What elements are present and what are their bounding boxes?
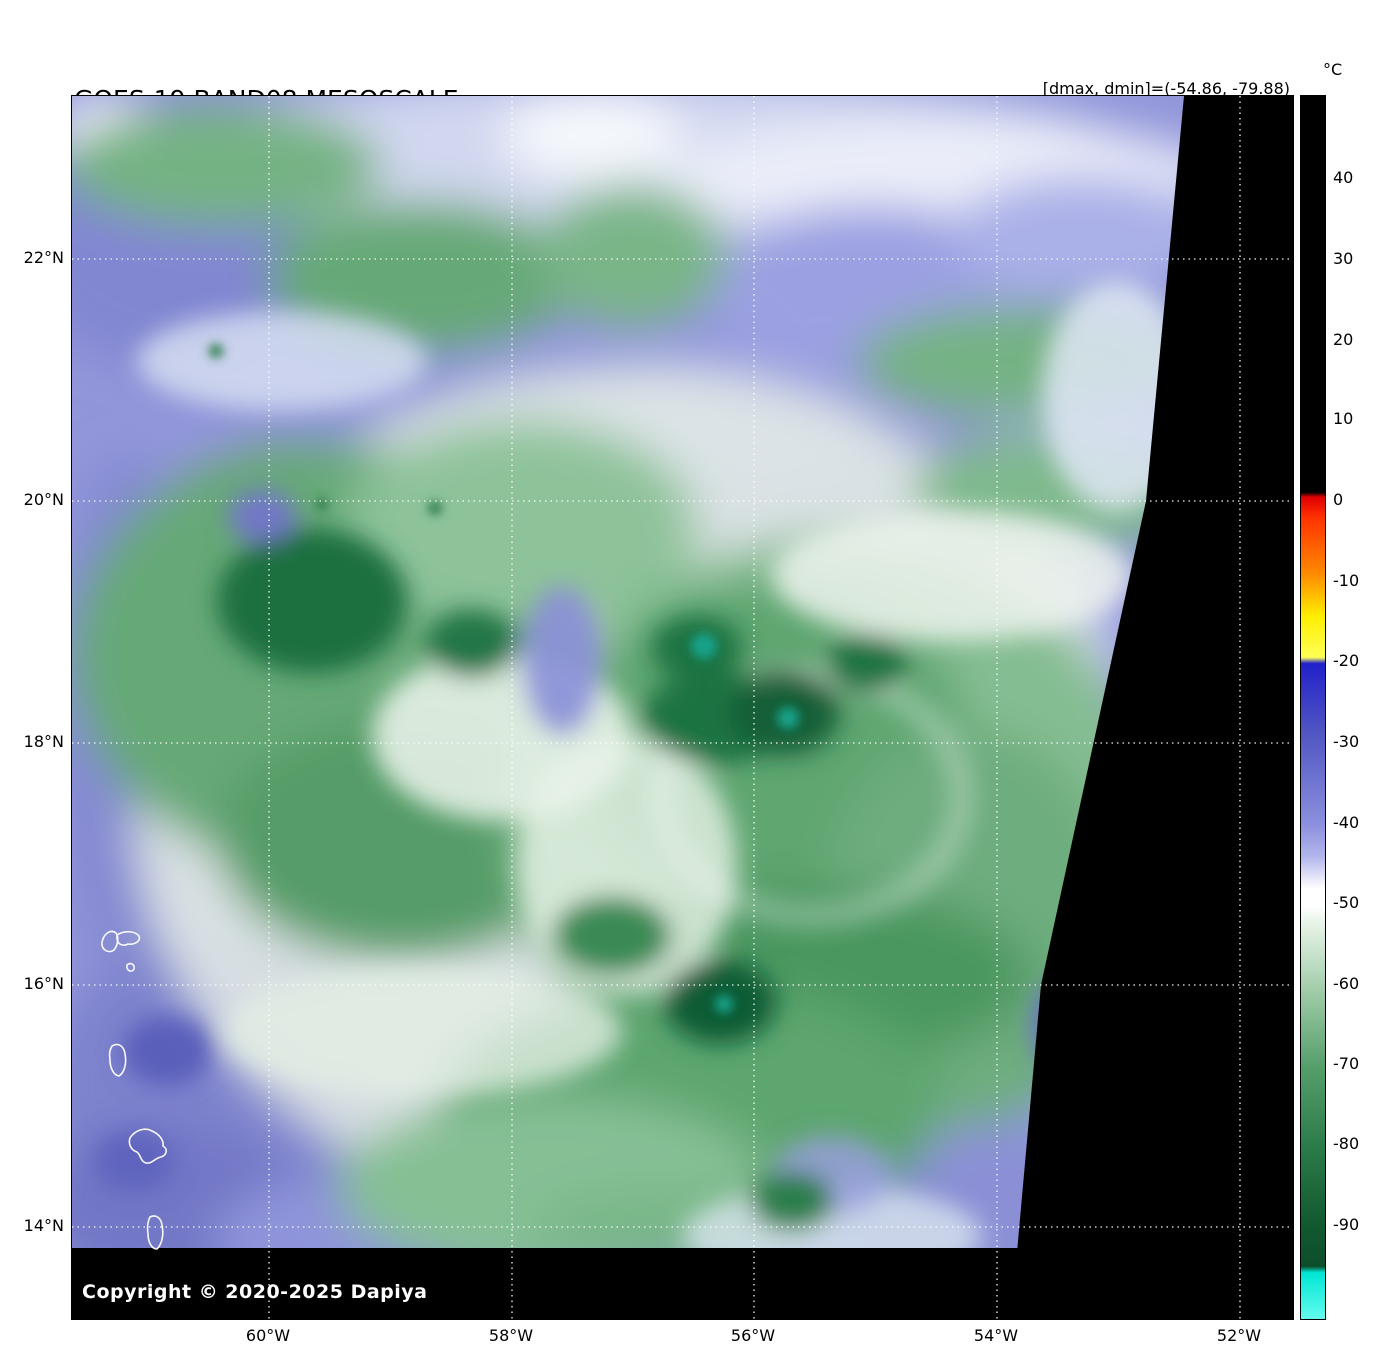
cbar-tick-10: 10	[1333, 409, 1354, 428]
lat-tick-14n: 14°N	[23, 1216, 64, 1235]
martinique	[128, 1128, 167, 1164]
st-lucia	[146, 1215, 164, 1250]
cbar-tick-m90: -90	[1333, 1215, 1360, 1234]
lon-tick-58w: 58°W	[488, 1326, 534, 1345]
lon-tick-54w: 54°W	[973, 1326, 1019, 1345]
lat-tick-20n: 20°N	[23, 490, 64, 509]
cbar-tick-m40: -40	[1333, 813, 1360, 832]
cbar-tick-m70: -70	[1333, 1054, 1360, 1073]
lat-tick-16n: 16°N	[23, 974, 64, 993]
coastlines	[101, 930, 167, 1250]
scan-edge-mask	[1011, 96, 1293, 1319]
marie-galante	[126, 962, 135, 972]
cbar-tick-m10: -10	[1333, 571, 1360, 590]
gridlines	[72, 96, 1293, 1319]
dominica	[108, 1043, 127, 1077]
map-area: Copyright © 2020-2025 Dapiya	[71, 95, 1294, 1320]
cbar-tick-m50: -50	[1333, 893, 1360, 912]
satellite-image	[72, 96, 1293, 1319]
dmax-dmin-label: [dmax, dmin]=(-54.86, -79.88)	[1042, 79, 1290, 98]
cbar-tick-40: 40	[1333, 168, 1354, 187]
bottom-mask	[72, 1248, 1293, 1319]
cbar-tick-m30: -30	[1333, 732, 1360, 751]
colorbar-unit-label: °C	[1323, 60, 1343, 79]
lon-tick-56w: 56°W	[730, 1326, 776, 1345]
guadeloupe-grande-terre	[116, 930, 141, 946]
cold-overshoot-spots	[209, 344, 799, 1013]
cbar-tick-m20: -20	[1333, 651, 1360, 670]
temperature-colorbar	[1300, 95, 1326, 1320]
lon-tick-60w: 60°W	[245, 1326, 291, 1345]
copyright-label: Copyright © 2020-2025 Dapiya	[82, 1281, 428, 1303]
lat-tick-22n: 22°N	[23, 248, 64, 267]
cbar-tick-0: 0	[1333, 490, 1344, 509]
cbar-tick-20: 20	[1333, 330, 1354, 349]
lon-tick-52w: 52°W	[1216, 1326, 1262, 1345]
lat-tick-18n: 18°N	[23, 732, 64, 751]
cbar-tick-30: 30	[1333, 249, 1354, 268]
cbar-tick-m60: -60	[1333, 974, 1360, 993]
cbar-tick-m80: -80	[1333, 1134, 1360, 1153]
